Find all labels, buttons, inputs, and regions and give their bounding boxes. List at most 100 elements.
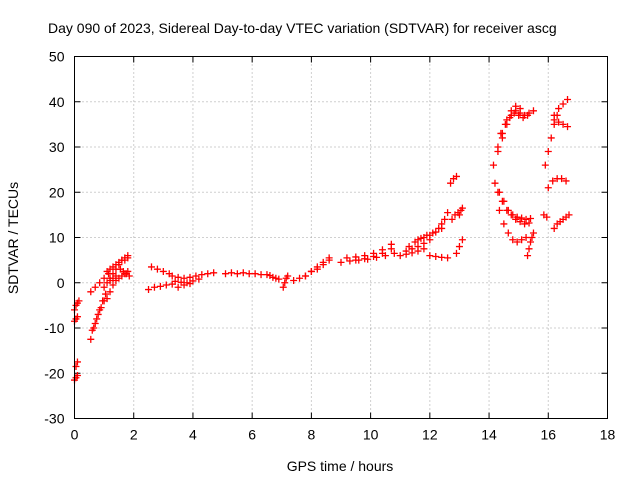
data-point <box>361 255 369 263</box>
data-point <box>426 252 434 260</box>
data-point <box>447 179 455 187</box>
y-tick-label: 10 <box>49 230 65 246</box>
data-point <box>497 129 505 137</box>
data-point <box>411 238 419 246</box>
series-rise-3 <box>87 270 113 296</box>
data-point <box>186 273 194 281</box>
data-point <box>529 107 537 115</box>
data-point <box>562 177 570 185</box>
data-point <box>156 282 164 290</box>
data-point <box>503 206 511 214</box>
data-point <box>547 134 555 142</box>
series-start-low-2 <box>72 358 81 370</box>
x-tick-label: 0 <box>71 427 79 443</box>
data-point <box>452 172 460 180</box>
data-point <box>558 175 566 183</box>
x-tick-label: 16 <box>540 427 556 443</box>
data-point <box>100 274 108 282</box>
data-point <box>518 236 526 244</box>
data-point <box>458 204 466 212</box>
series-seg-13b <box>455 204 466 219</box>
data-point <box>125 272 133 280</box>
data-point <box>564 95 572 103</box>
data-point <box>491 179 499 187</box>
data-point <box>402 247 410 255</box>
data-point <box>102 290 110 298</box>
data-point <box>343 254 351 262</box>
data-point <box>435 224 443 232</box>
data-point <box>145 286 153 294</box>
y-axis-label: SDTVAR / TECUs <box>5 182 21 294</box>
data-point <box>525 245 533 253</box>
data-point <box>96 279 104 287</box>
data-point <box>103 295 111 303</box>
data-point <box>257 271 265 279</box>
data-point <box>524 111 532 119</box>
series-seg-12b <box>426 252 452 262</box>
data-point <box>198 271 206 279</box>
data-point <box>498 197 506 205</box>
data-point <box>528 234 536 241</box>
data-point <box>549 177 557 185</box>
data-point <box>352 256 360 264</box>
series-rise-4 <box>103 267 132 303</box>
x-tick-label: 10 <box>363 427 379 443</box>
series-seg-15-lowtail <box>524 229 537 260</box>
data-point <box>458 236 466 244</box>
plot-frame <box>74 56 608 419</box>
series-seg-3-4c <box>174 280 194 291</box>
data-point <box>222 270 230 278</box>
data-point <box>124 254 132 262</box>
data-point <box>72 362 80 370</box>
data-point <box>87 288 95 296</box>
data-point <box>455 211 463 219</box>
data-point <box>452 249 460 257</box>
x-tick-label: 2 <box>130 427 138 443</box>
x-tick-label: 14 <box>481 427 497 443</box>
y-tick-label: 40 <box>49 94 65 110</box>
data-point <box>510 109 518 117</box>
data-point <box>171 277 179 285</box>
data-point <box>180 274 188 282</box>
y-tick-label: -20 <box>44 365 64 381</box>
data-point <box>489 161 497 169</box>
data-point <box>529 229 537 237</box>
series-seg-9-10c <box>352 245 395 264</box>
data-point <box>387 245 395 253</box>
data-point <box>543 213 551 221</box>
data-point <box>109 281 117 289</box>
data-point <box>210 269 218 277</box>
series-seg-16-mid <box>544 175 570 192</box>
data-point <box>565 211 573 219</box>
data-point <box>441 215 449 223</box>
tick-labels: 0 2 4 6 8 10 12 14 16 18 -30 -20 -10 0 10 20 30 40 50 <box>44 49 615 443</box>
data-point <box>506 114 514 122</box>
data-point <box>448 215 456 223</box>
series-seg-14-down2 <box>494 188 533 228</box>
data-point <box>507 211 515 219</box>
data-point <box>444 209 452 217</box>
data-point <box>245 270 253 278</box>
series-seg-12c <box>435 209 452 232</box>
data-point <box>180 281 188 289</box>
data-point <box>501 120 509 128</box>
data-point <box>186 280 194 288</box>
data-point <box>290 276 298 284</box>
data-point <box>498 134 506 142</box>
data-point <box>525 219 533 227</box>
data-point <box>504 229 512 237</box>
y-tick-label: 0 <box>57 275 65 291</box>
series-seg-14-down3 <box>495 206 530 246</box>
data-point <box>432 253 440 261</box>
data-marks <box>71 95 573 384</box>
data-point <box>251 270 259 278</box>
series-start-a <box>71 297 83 314</box>
data-point <box>420 239 428 247</box>
data-point <box>195 275 203 283</box>
data-point <box>204 270 212 278</box>
data-point <box>509 236 517 244</box>
data-point <box>390 249 398 257</box>
data-point <box>73 358 81 366</box>
x-tick-label: 8 <box>307 427 315 443</box>
x-tick-label: 6 <box>248 427 256 443</box>
